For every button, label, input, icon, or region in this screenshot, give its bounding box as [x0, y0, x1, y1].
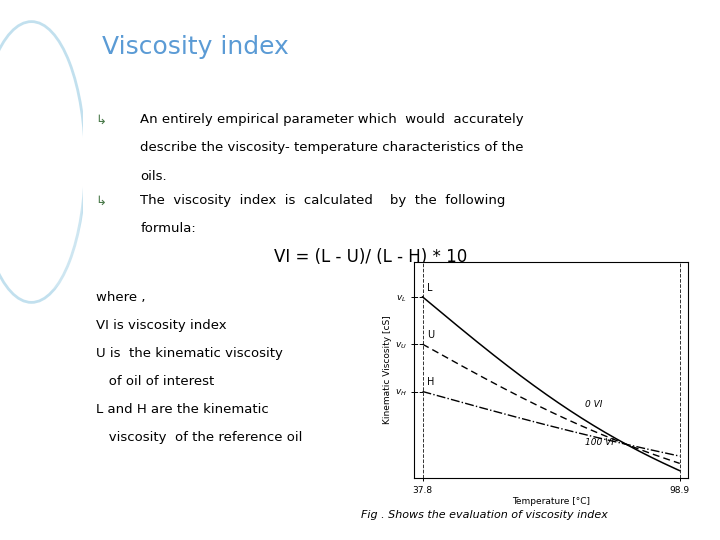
Text: L and H are the kinematic: L and H are the kinematic [96, 403, 269, 416]
Y-axis label: Kinematic Viscosity [cS]: Kinematic Viscosity [cS] [383, 315, 392, 424]
Text: oils.: oils. [140, 170, 167, 183]
Text: The  viscosity  index  is  calculated    by  the  following: The viscosity index is calculated by the… [140, 194, 505, 207]
Text: An entirely empirical parameter which  would  accurately: An entirely empirical parameter which wo… [140, 113, 523, 126]
Text: Fig . Shows the evaluation of viscosity index: Fig . Shows the evaluation of viscosity … [361, 510, 608, 521]
Text: formula:: formula: [140, 222, 196, 235]
Text: H: H [427, 377, 434, 387]
Text: VI = (L - U)/ (L - H) * 10: VI = (L - U)/ (L - H) * 10 [274, 248, 467, 266]
Ellipse shape [0, 0, 108, 213]
Text: ↳: ↳ [96, 194, 107, 207]
Text: U: U [427, 330, 434, 340]
X-axis label: Temperature [°C]: Temperature [°C] [512, 497, 590, 507]
Text: viscosity  of the reference oil: viscosity of the reference oil [96, 431, 302, 444]
Text: 0 VI: 0 VI [585, 400, 603, 409]
Text: U is  the kinematic viscosity: U is the kinematic viscosity [96, 347, 282, 360]
Text: of oil of interest: of oil of interest [96, 375, 214, 388]
Ellipse shape [9, 86, 83, 292]
Text: L: L [427, 283, 432, 293]
Text: 100 VI: 100 VI [585, 438, 614, 447]
Text: describe the viscosity- temperature characteristics of the: describe the viscosity- temperature char… [140, 141, 523, 154]
Text: ↳: ↳ [96, 113, 107, 126]
Text: Viscosity index: Viscosity index [102, 35, 289, 59]
Text: VI is viscosity index: VI is viscosity index [96, 319, 226, 332]
Text: where ,: where , [96, 291, 145, 303]
